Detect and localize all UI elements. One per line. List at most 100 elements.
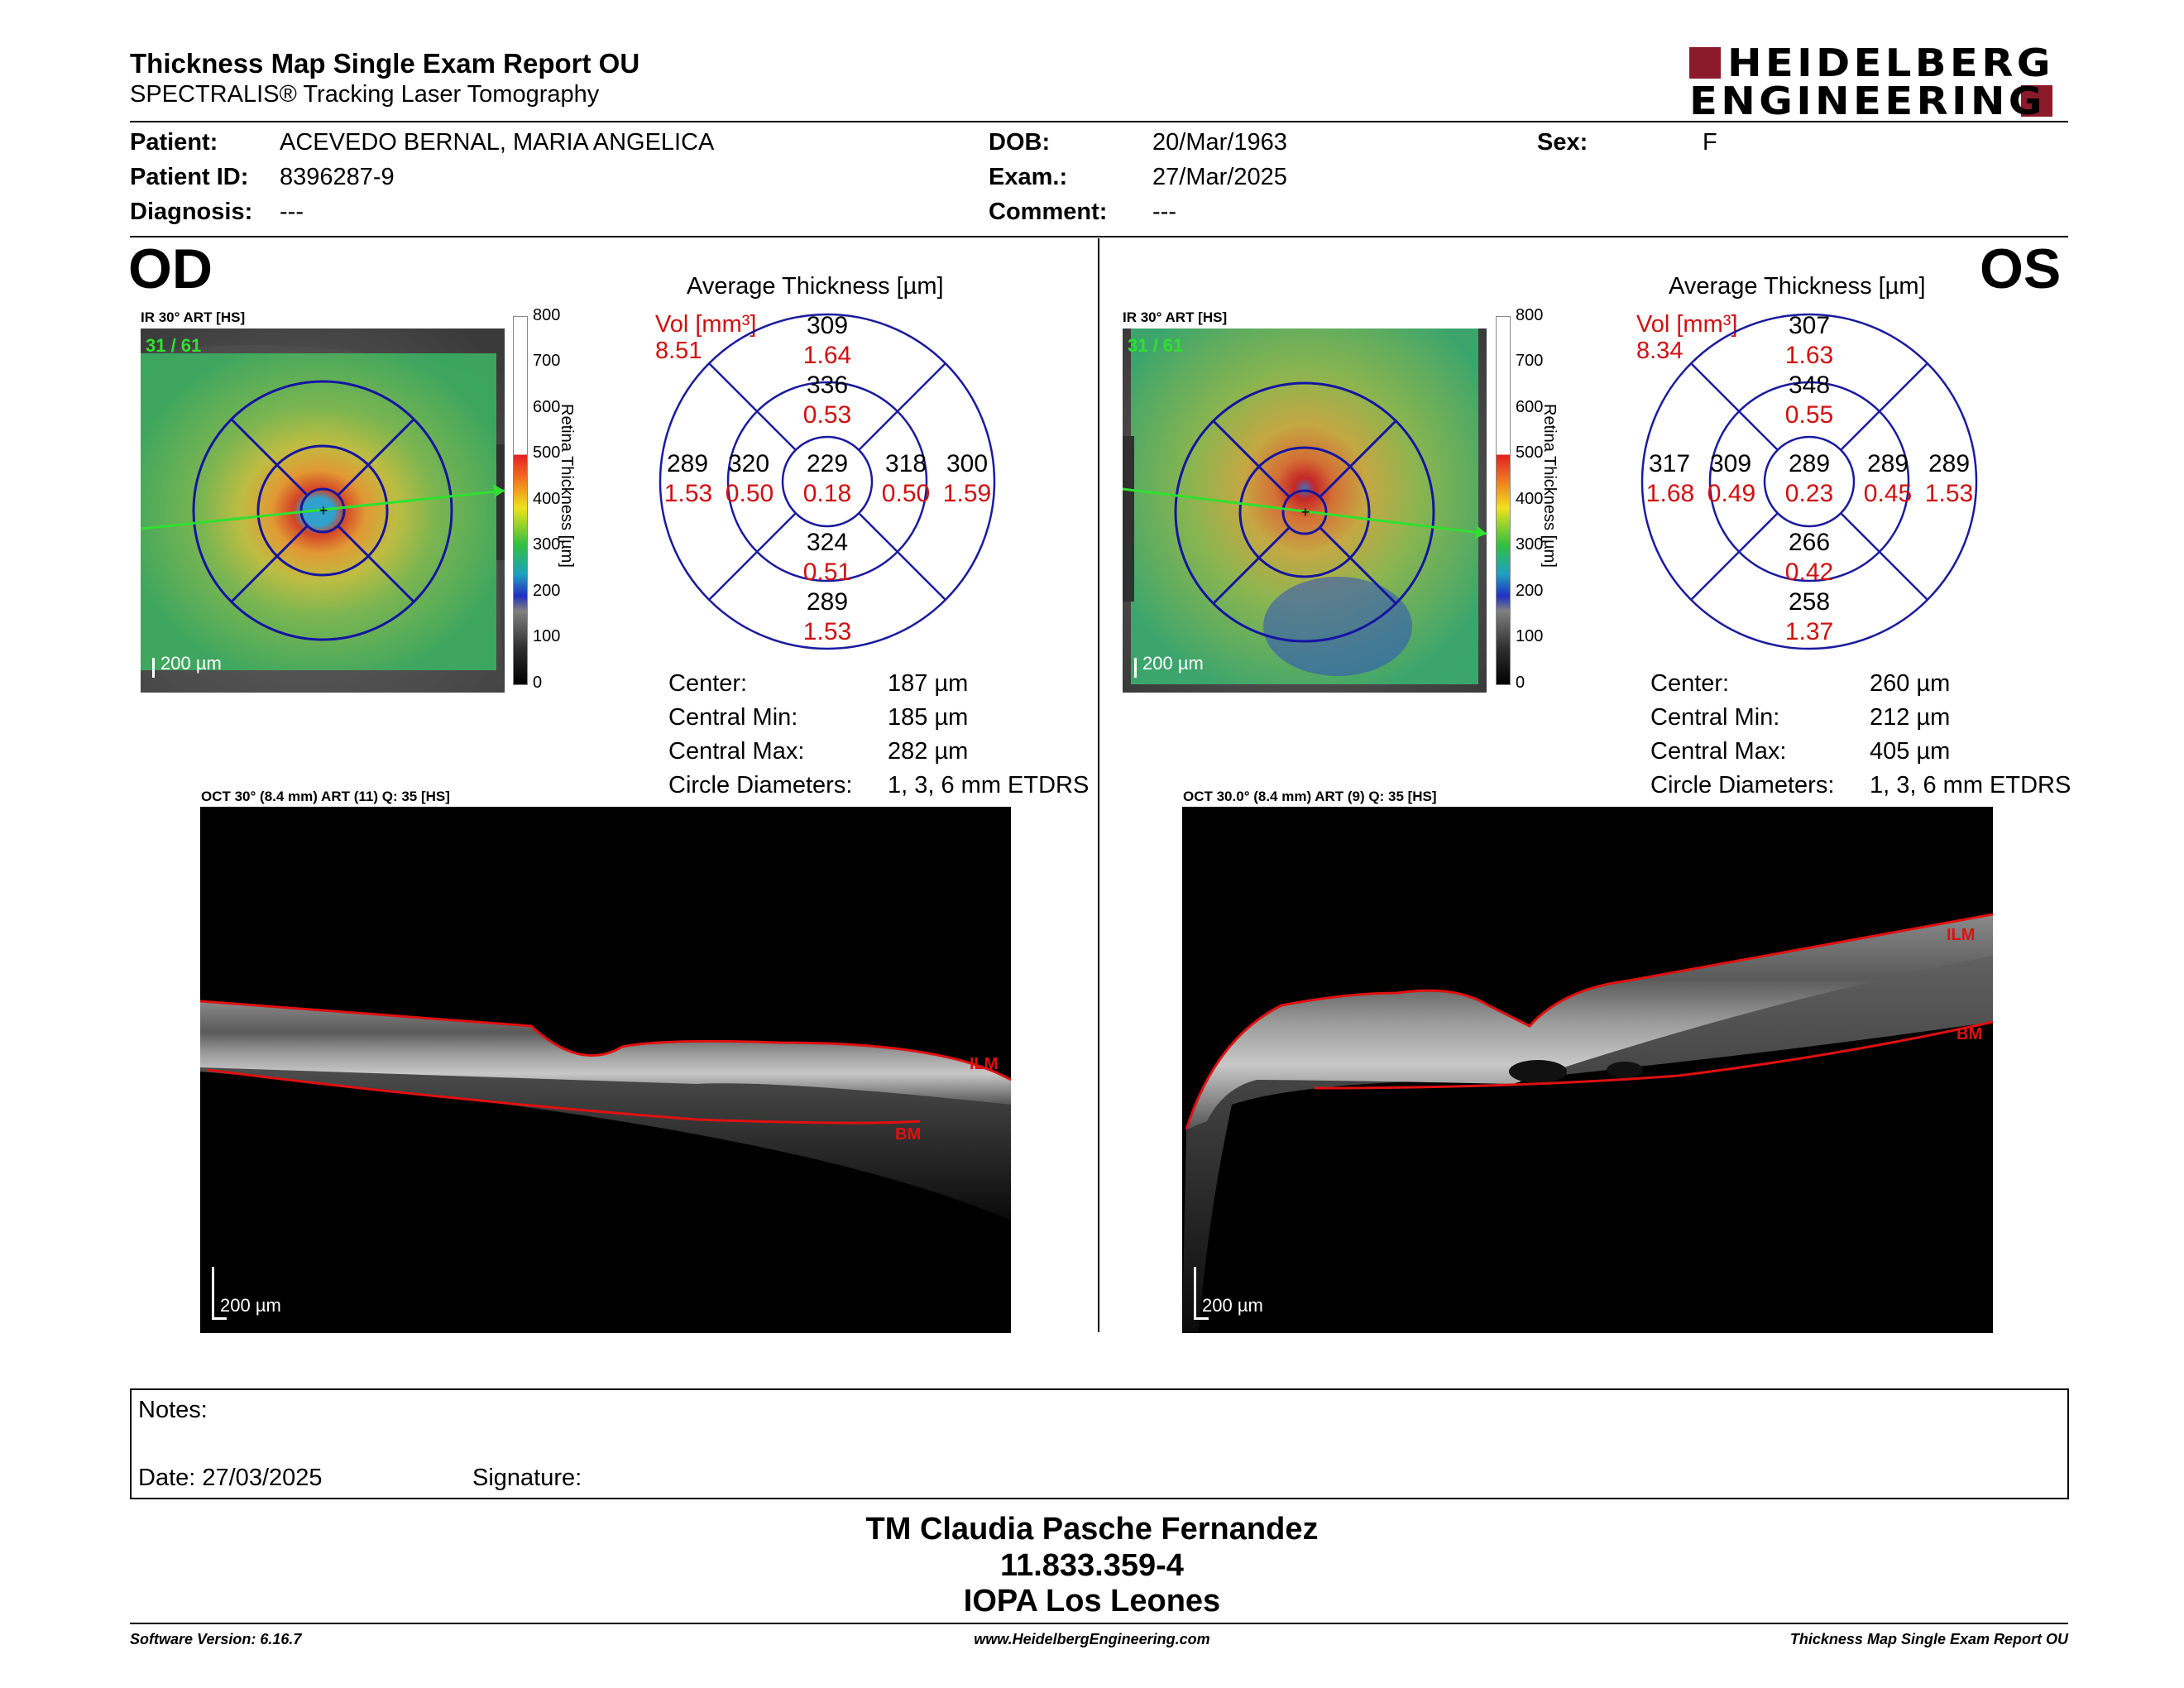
center-divider (1098, 238, 1099, 1332)
date-label: Date: 27/03/2025 (138, 1465, 323, 1491)
od-avg-title: Average Thickness [µm] (687, 273, 944, 300)
svg-text:+: + (319, 502, 328, 519)
os-sector-values: 307 1.63 348 0.55 317 1.68 309 0.49 289 … (1640, 312, 1979, 651)
report-title: Thickness Map Single Exam Report OU (130, 48, 640, 79)
comment-value: --- (1152, 199, 1176, 225)
od-inner-sup-thickness: 336 (807, 372, 849, 399)
os-center-thickness: 289 (1788, 450, 1831, 477)
info-divider (130, 236, 2068, 237)
os-fundus-scale-bar (1134, 658, 1137, 678)
os-fundus-svg: + (1123, 328, 1487, 693)
os-colorbar-tick: 800 (1516, 306, 1544, 324)
od-sector-values: 309 1.64 336 0.53 289 1.53 320 0.50 229 … (658, 312, 997, 651)
os-colorbar-tick: 700 (1516, 352, 1544, 370)
sex-value: F (1703, 129, 1717, 156)
os-inner-left-thickness: 309 (1709, 450, 1752, 477)
os-outer-sup-thickness: 307 (1789, 312, 1831, 339)
od-inner-inf-thickness: 324 (807, 529, 849, 556)
os-vol-total: 8.34 (1636, 338, 1684, 364)
od-center-thickness: 229 (806, 450, 849, 477)
od-colorbar-label: Retina Thickness [µm] (558, 404, 576, 568)
od-fundus-svg: + (141, 328, 505, 693)
od-fundus-image: + 31 / 61 200 µm (141, 328, 505, 693)
od-bm-label: BM (895, 1125, 922, 1144)
footer-report: Thickness Map Single Exam Report OU (1789, 1631, 2068, 1647)
os-diam-value: 1, 3, 6 mm ETDRS (1870, 772, 2071, 798)
od-fundus-scale: 200 µm (160, 653, 222, 674)
signature-name: TM Claudia Pasche Fernandez (865, 1512, 1319, 1547)
os-colorbar-ticks: 800 700 600 500 400 300 200 100 0 (1516, 306, 1549, 695)
footer-website[interactable]: www.HeidelbergEngineering.com (974, 1631, 1210, 1647)
od-min-value: 185 µm (888, 704, 969, 731)
os-outer-right-thickness: 289 (1928, 450, 1971, 477)
od-min-label: Central Min: (668, 704, 798, 731)
od-colorbar-tick: 800 (533, 306, 561, 324)
od-diam-label: Circle Diameters: (668, 772, 853, 798)
os-diam-label: Circle Diameters: (1650, 772, 1835, 798)
od-outer-right-vol: 1.59 (942, 480, 992, 507)
od-outer-sup-thickness: 309 (807, 312, 849, 339)
os-bscan-image: ILM BM 200 µm (1182, 807, 1993, 1333)
od-colorbar-tick: 0 (533, 674, 543, 692)
od-center-vol: 0.18 (802, 480, 852, 507)
os-inner-right-thickness: 289 (1866, 450, 1909, 477)
od-outer-right-thickness: 300 (946, 450, 989, 477)
os-oct-scale-foot (1194, 1317, 1209, 1320)
report-subtitle: SPECTRALIS® Tracking Laser Tomography (130, 81, 600, 108)
od-ilm-label: ILM (970, 1055, 999, 1073)
od-colorbar-ticks: 800 700 600 500 400 300 200 100 0 (533, 306, 566, 695)
os-inner-inf-vol: 0.42 (1784, 559, 1834, 586)
od-frame-counter: 31 / 61 (146, 335, 202, 356)
os-fundus-scale: 200 µm (1142, 653, 1204, 674)
od-inner-left-vol: 0.50 (725, 480, 774, 507)
exam-value: 27/Mar/2025 (1152, 164, 1287, 190)
signature-label: Signature: (472, 1465, 582, 1491)
os-colorbar-tick: 0 (1516, 674, 1525, 692)
od-colorbar-tick: 200 (533, 582, 561, 600)
os-max-label: Central Max: (1650, 738, 1787, 765)
os-inner-right-vol: 0.45 (1863, 480, 1913, 507)
sex-label: Sex: (1537, 129, 1588, 156)
od-vol-total: 8.51 (655, 338, 702, 364)
od-diam-value: 1, 3, 6 mm ETDRS (888, 772, 1090, 798)
patient-label: Patient: (130, 129, 218, 156)
os-outer-inf-thickness: 258 (1789, 588, 1831, 616)
od-ir-label: IR 30° ART [HS] (141, 309, 246, 325)
notes-box[interactable]: Notes: Date: 27/03/2025 Signature: (130, 1388, 2069, 1499)
os-avg-title: Average Thickness [µm] (1669, 273, 1926, 300)
od-oct-scale-bar (212, 1267, 214, 1320)
os-vol-label: Vol [mm³] (1636, 311, 1738, 338)
od-bscan-image: ILM BM 200 µm (200, 807, 1011, 1333)
od-max-value: 282 µm (888, 738, 969, 765)
os-colorbar-tick: 600 (1516, 398, 1544, 416)
dob-value: 20/Mar/1963 (1152, 129, 1287, 156)
exam-label: Exam.: (989, 164, 1068, 190)
logo-line-2: ENGINEERING (1689, 79, 2052, 123)
os-min-label: Central Min: (1650, 704, 1780, 731)
header-divider (130, 121, 2068, 122)
os-bscan-svg (1182, 913, 1993, 1333)
os-inner-sup-thickness: 348 (1789, 372, 1831, 399)
os-colorbar-tick: 200 (1516, 582, 1544, 600)
signature-id: 11.833.359-4 (1000, 1548, 1184, 1583)
od-colorbar-tick: 500 (533, 444, 561, 462)
os-etdrs-grid (1640, 313, 1978, 650)
od-outer-left-vol: 1.53 (663, 480, 713, 507)
signature-institution: IOPA Los Leones (963, 1584, 1221, 1618)
od-outer-left-thickness: 289 (666, 450, 709, 477)
od-colorbar-tick: 300 (533, 535, 561, 554)
os-max-value: 405 µm (1870, 738, 1951, 765)
os-inner-sup-vol: 0.55 (1784, 401, 1834, 429)
od-oct-scale-foot (212, 1317, 227, 1320)
logo-text-2: ENGINEERING (1689, 79, 2046, 123)
logo-square-icon (1689, 47, 1721, 79)
od-outer-inf-thickness: 289 (807, 588, 849, 616)
footer-divider (130, 1623, 2068, 1624)
od-bscan-svg (200, 1000, 1011, 1220)
od-max-label: Central Max: (668, 738, 805, 765)
diagnosis-label: Diagnosis: (130, 199, 253, 225)
od-oct-scale: 200 µm (220, 1295, 281, 1316)
od-inner-right-vol: 0.50 (881, 480, 931, 507)
os-outer-right-vol: 1.53 (1924, 480, 1974, 507)
eye-label-os: OS (1980, 237, 2062, 300)
